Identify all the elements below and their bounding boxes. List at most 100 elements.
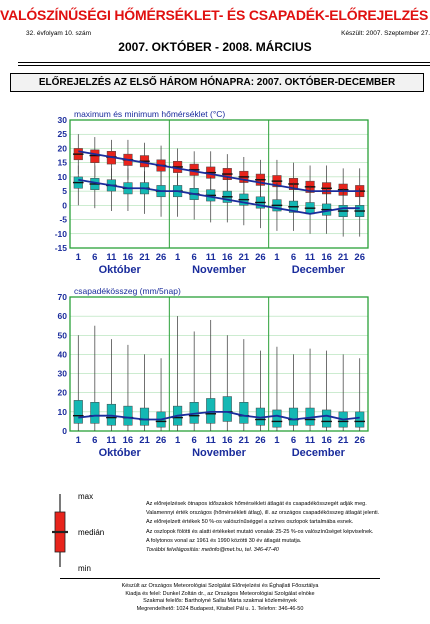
- x-tick-label: 6: [291, 252, 296, 263]
- x-tick-label: 6: [92, 252, 97, 263]
- x-tick-label: 11: [106, 435, 117, 446]
- box: [288, 407, 299, 426]
- legend-max: max: [78, 492, 94, 501]
- note-line: További felvilágosítás: metinfo@met.hu, …: [146, 547, 279, 554]
- climate-mean-line: [78, 410, 360, 421]
- y-tick-label: 30: [58, 115, 68, 125]
- x-tick-label: 26: [354, 435, 365, 446]
- y-tick-label: 10: [58, 407, 68, 417]
- x-tick-label: 21: [338, 252, 349, 263]
- section-title: ELŐREJELZÉS AZ ELSŐ HÁROM HÓNAPRA: 2007.…: [10, 73, 424, 92]
- box: [139, 407, 150, 426]
- y-tick-label: 10: [58, 172, 68, 182]
- y-tick-label: 20: [58, 143, 68, 153]
- x-tick-label: 6: [192, 252, 197, 263]
- footer: Készült az Országos Meteorológiai Szolgá…: [60, 583, 380, 613]
- legend-median: medián: [78, 528, 105, 537]
- box: [355, 411, 365, 428]
- legend-box-symbol: [52, 494, 68, 567]
- x-tick-label: 26: [354, 252, 365, 263]
- y-tick-label: 15: [58, 158, 68, 168]
- box: [206, 398, 216, 424]
- y-tick-label: 0: [62, 200, 67, 210]
- issue-number: 32. évfolyam 10. szám: [26, 30, 92, 37]
- x-tick-label: 6: [192, 435, 197, 446]
- explanatory-notes: Az előrejelzések ötnapos időszakok hőmér…: [146, 500, 430, 555]
- box: [322, 409, 332, 428]
- x-tick-label: 21: [338, 435, 349, 446]
- box: [123, 405, 133, 426]
- note-line: Az oszlopok fölötti és alatti értékeket …: [146, 528, 374, 535]
- x-tick-label: 26: [255, 435, 266, 446]
- month-label: December: [292, 264, 346, 276]
- x-tick-label: 11: [305, 435, 316, 446]
- chart-title: csapadékösszeg (mm/5nap): [74, 286, 181, 296]
- x-tick-label: 1: [175, 435, 181, 446]
- x-tick-label: 26: [255, 252, 266, 263]
- month-label: Október: [99, 447, 142, 459]
- y-tick-label: 25: [58, 129, 68, 139]
- x-tick-label: 11: [206, 435, 217, 446]
- x-tick-label: 11: [305, 252, 316, 263]
- x-tick-label: 21: [239, 435, 250, 446]
- box: [73, 400, 83, 424]
- y-tick-label: -10: [55, 229, 68, 239]
- legend-min: min: [78, 564, 91, 573]
- footer-divider: [60, 578, 380, 579]
- x-tick-label: 11: [206, 252, 217, 263]
- box: [222, 396, 232, 422]
- month-label: December: [292, 447, 346, 459]
- x-tick-label: 6: [92, 435, 97, 446]
- x-tick-label: 16: [222, 435, 233, 446]
- x-tick-label: 1: [76, 435, 82, 446]
- footer-line: Megrendelhető: 1024 Budapest, Kitaibel P…: [136, 605, 304, 612]
- footer-line: Szakmai felelős: Bartholyné Sallai Márta…: [143, 598, 297, 605]
- y-tick-label: -5: [59, 215, 67, 225]
- note-line: Az előrejelzések ötnapos időszakok hőmér…: [146, 501, 367, 507]
- x-tick-label: 16: [123, 435, 134, 446]
- footer-line: Készült az Országos Meteorológiai Szolgá…: [121, 583, 319, 589]
- plot-frame: [69, 119, 369, 249]
- box: [239, 402, 249, 424]
- x-tick-label: 1: [274, 435, 280, 446]
- x-tick-label: 16: [321, 435, 332, 446]
- x-tick-label: 16: [321, 252, 332, 263]
- x-tick-label: 21: [139, 435, 150, 446]
- note-line: Az előrejelzett értékek 50 %-os valószín…: [146, 519, 354, 526]
- box: [272, 409, 282, 428]
- y-tick-label: -15: [55, 243, 68, 253]
- box: [90, 402, 100, 424]
- note-line: Valamennyi érték országos (hőmérsékleti …: [146, 510, 380, 517]
- x-tick-label: 21: [239, 252, 250, 263]
- month-label: November: [192, 447, 247, 459]
- climate-mean-line: [78, 178, 360, 215]
- plot-frame: [69, 296, 369, 432]
- report-header: VALÓSZÍNŰSÉGI HŐMÉRSÉKLET- ÉS CSAPADÉK-E…: [0, 0, 430, 58]
- x-tick-label: 6: [291, 435, 296, 446]
- temperature-chart: maximum és minimum hőmérséklet (°C) -15 -1…: [55, 109, 369, 276]
- box: [106, 403, 116, 426]
- x-tick-label: 16: [123, 252, 134, 263]
- x-tick-label: 26: [156, 252, 167, 263]
- y-tick-label: 20: [58, 388, 68, 398]
- header-divider: [18, 62, 430, 63]
- note-line: A folytonos vonal az 1961 és 1990 között…: [146, 537, 302, 544]
- footer-line: Kiadja és felel: Dunkel Zoltán dr., az O…: [125, 590, 315, 597]
- x-tick-label: 1: [175, 252, 181, 263]
- box: [90, 149, 100, 163]
- report-title: VALÓSZÍNŰSÉGI HŐMÉRSÉKLET- ÉS CSAPADÉK-E…: [0, 7, 430, 23]
- y-tick-label: 60: [58, 311, 68, 321]
- x-tick-label: 21: [139, 252, 150, 263]
- forecast-period: 2007. OKTÓBER - 2008. MÁRCIUS: [118, 40, 312, 54]
- month-label: Október: [99, 264, 142, 276]
- x-tick-label: 16: [222, 252, 233, 263]
- precipitation-chart: csapadékösszeg (mm/5nap) 0 10 20 30 40 50 60 70 1…: [58, 286, 369, 459]
- month-label: November: [192, 264, 247, 276]
- issue-date: Készült: 2007. Szeptember 27.: [341, 30, 430, 37]
- chart-title: maximum és minimum hőmérséklet (°C): [74, 109, 225, 119]
- y-tick-label: 70: [58, 292, 68, 302]
- header-divider: [18, 65, 430, 66]
- y-tick-label: 40: [58, 349, 68, 359]
- y-tick-label: 50: [58, 330, 68, 340]
- y-tick-label: 5: [62, 186, 67, 196]
